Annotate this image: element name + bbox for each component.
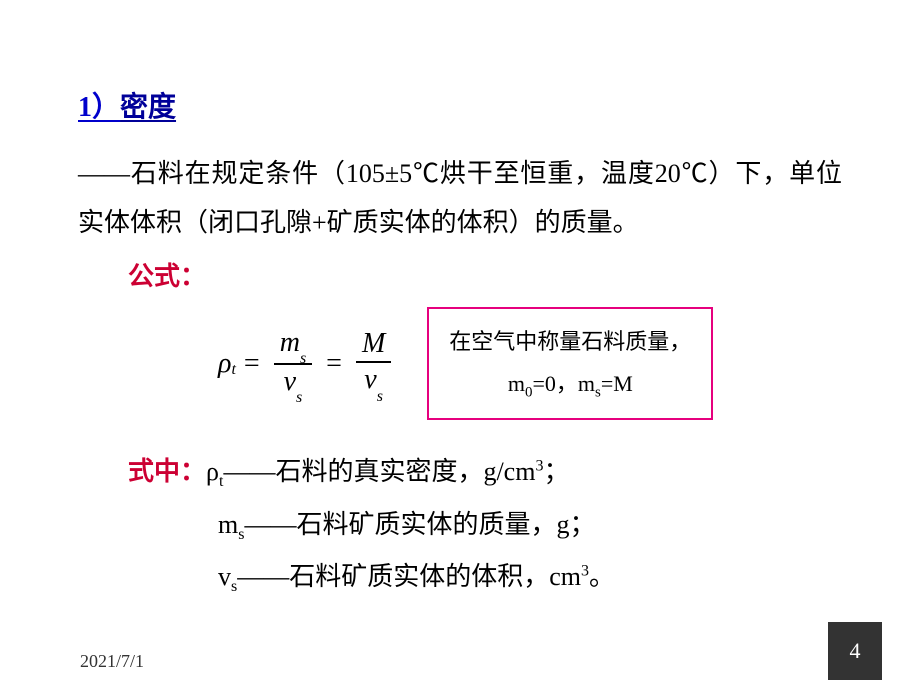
- heading-number: 1）: [78, 92, 120, 123]
- frac2-top: M: [356, 327, 391, 361]
- fraction-1: ms vs: [274, 326, 312, 402]
- note-line2: m0=0，ms=M: [449, 363, 691, 407]
- frac2-bot: vs: [358, 363, 389, 400]
- description-text: ——石料在规定条件（105±5℃烘干至恒重，温度20℃）下，单位实体体积（闭口孔…: [78, 149, 842, 248]
- equals-1: =: [244, 348, 260, 380]
- equation: ρt = ms vs = M vs: [218, 326, 397, 402]
- frac1-top: ms: [274, 326, 312, 363]
- def-line-2: vs——石料矿质实体的体积，cm3。: [218, 551, 842, 603]
- formula-row: ρt = ms vs = M vs 在空气中称量石料质量， m0=0，ms=M: [218, 307, 842, 421]
- rho-sub: t: [231, 361, 235, 379]
- note-box: 在空气中称量石料质量， m0=0，ms=M: [427, 307, 713, 421]
- equals-2: =: [326, 348, 342, 380]
- def-line-1: ms——石料矿质实体的质量，g；: [218, 499, 842, 551]
- where-label: 式中：: [128, 457, 206, 486]
- formula-label: 公式：: [128, 256, 842, 293]
- footer-date: 2021/7/1: [80, 651, 144, 672]
- page-number: 4: [828, 622, 882, 680]
- rho-symbol: ρ: [218, 348, 231, 380]
- note-line1: 在空气中称量石料质量，: [449, 321, 691, 363]
- slide: 1）密度 ——石料在规定条件（105±5℃烘干至恒重，温度20℃）下，单位实体体…: [0, 0, 920, 690]
- def-line-0: 式中：ρt——石料的真实密度，g/cm3；: [128, 446, 842, 498]
- fraction-2: M vs: [356, 327, 391, 399]
- heading-title: 密度: [120, 92, 176, 123]
- where-section: 式中：ρt——石料的真实密度，g/cm3； ms——石料矿质实体的质量，g； v…: [128, 446, 842, 603]
- frac1-bot: vs: [278, 365, 309, 402]
- section-heading: 1）密度: [78, 85, 842, 125]
